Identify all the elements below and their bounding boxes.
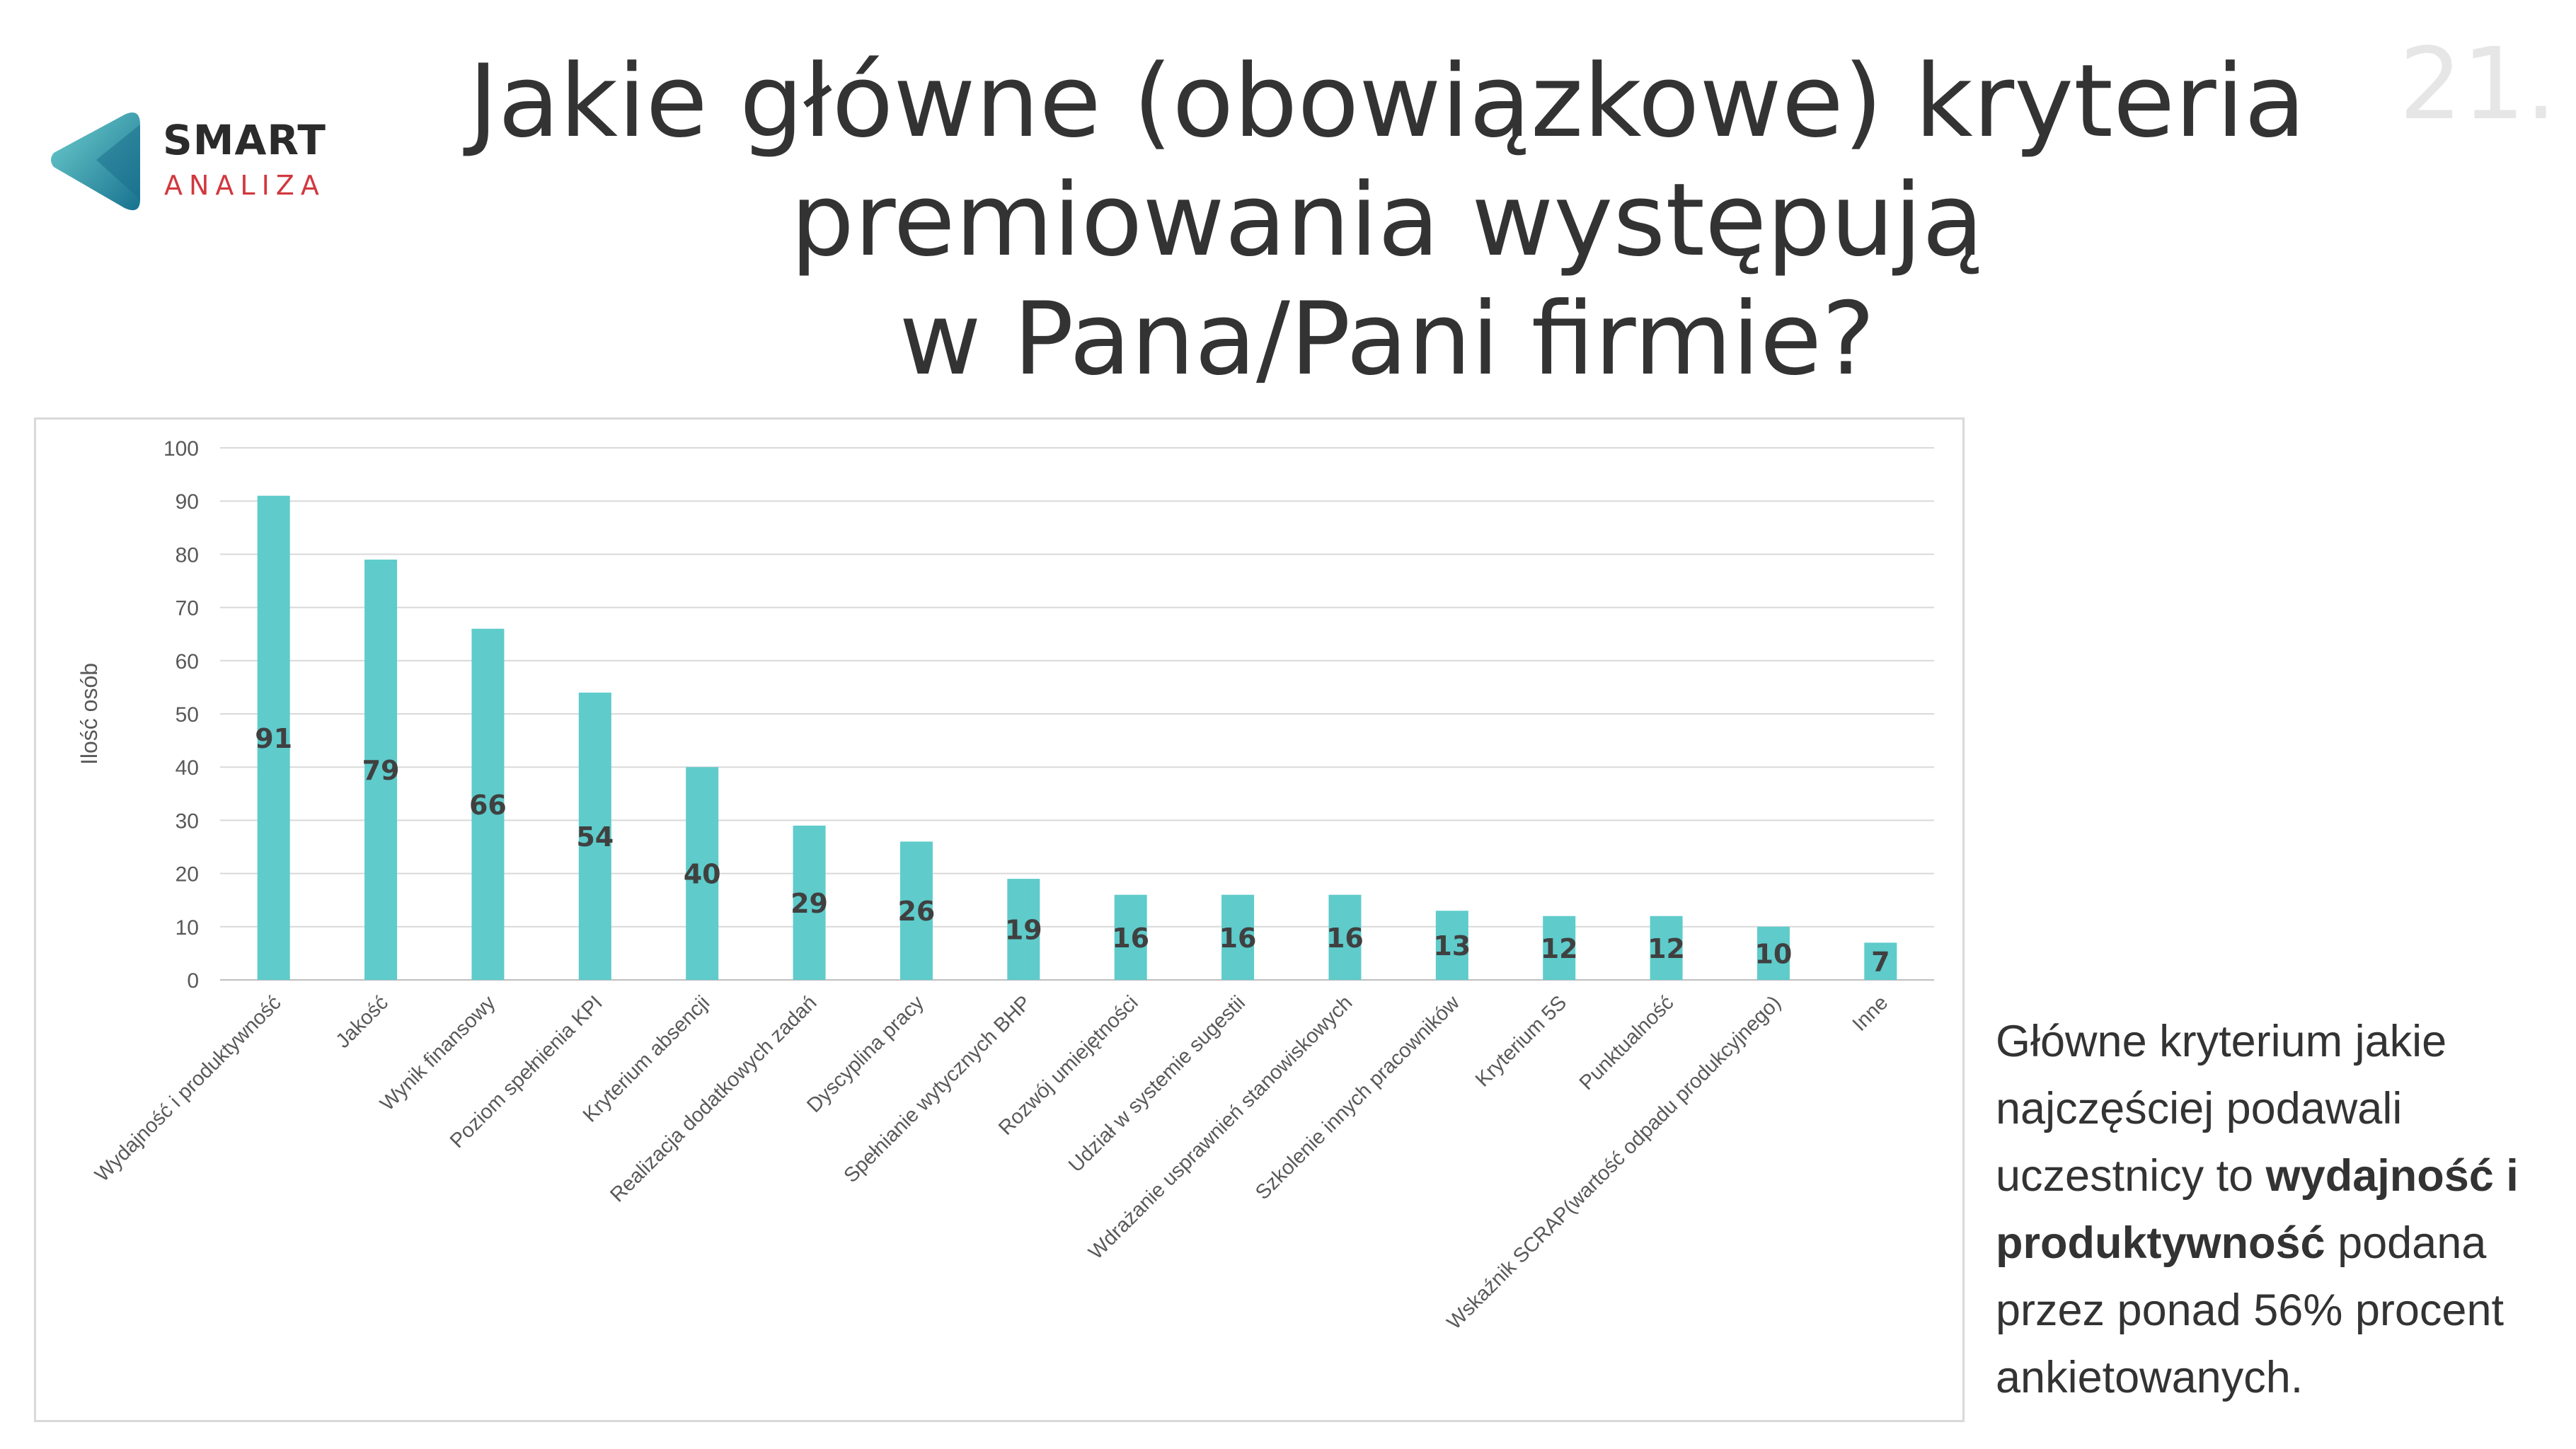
y-axis-label: Ilość osób bbox=[76, 663, 102, 765]
bar-value-label: 16 bbox=[1326, 923, 1364, 954]
logo-triangle-icon bbox=[51, 112, 140, 211]
bar-value-label: 79 bbox=[362, 755, 400, 786]
x-tick-label: Jakość bbox=[332, 991, 393, 1052]
bar bbox=[364, 559, 398, 980]
bar-value-label: 26 bbox=[897, 896, 935, 927]
x-tick-label: Dyscyplina pracy bbox=[803, 991, 928, 1117]
bar-value-label: 7 bbox=[1871, 947, 1890, 978]
bar bbox=[686, 767, 719, 980]
page-number: 21. bbox=[2399, 27, 2557, 142]
x-tick-label: Kryterium 5S bbox=[1471, 991, 1571, 1091]
bar-value-label: 16 bbox=[1219, 923, 1257, 954]
bar-value-label: 54 bbox=[576, 821, 614, 853]
y-tick-label: 60 bbox=[176, 650, 199, 674]
bar-value-label: 12 bbox=[1648, 933, 1685, 964]
bar-value-label: 12 bbox=[1541, 933, 1578, 964]
logo-text-analiza: ANALIZA bbox=[164, 170, 326, 201]
y-tick-label: 100 bbox=[163, 437, 199, 461]
bar bbox=[1650, 916, 1683, 980]
logo-text-smart: SMART bbox=[163, 116, 326, 164]
x-tick-label: Inne bbox=[1848, 991, 1893, 1036]
y-tick-label: 90 bbox=[176, 490, 199, 514]
bar bbox=[1007, 879, 1040, 980]
smart-analiza-logo: SMART ANALIZA bbox=[47, 106, 344, 212]
title-line-1: Jakie główne (obowiązkowe) kryteria bbox=[468, 43, 2306, 160]
bar bbox=[899, 841, 933, 980]
caption-text-1: Główne kryterium jakie najczęściej podaw… bbox=[1996, 1017, 2447, 1201]
bar bbox=[1543, 916, 1576, 980]
x-tick-label: Spełnianie wytycznych BHP bbox=[839, 991, 1035, 1187]
x-tick-label: Szkolenie innych pracowników bbox=[1251, 991, 1464, 1204]
bar-value-label: 91 bbox=[255, 723, 292, 754]
title-line-3: w Pana/Pani firmie? bbox=[899, 281, 1875, 398]
bar bbox=[1756, 926, 1790, 980]
y-tick-label: 70 bbox=[176, 597, 199, 620]
bar-value-label: 29 bbox=[790, 888, 828, 919]
bar bbox=[1114, 894, 1147, 980]
bar-chart: 0 10 20 30 40 50 60 70 80 90 100 Ilość osób 91 Wydajn… bbox=[34, 417, 1965, 1422]
y-tick-label: 0 bbox=[187, 969, 199, 993]
bar-chart-svg: 0 10 20 30 40 50 60 70 80 90 100 Ilość osób 91 Wydajn… bbox=[76, 437, 1934, 1334]
y-tick-label: 10 bbox=[176, 916, 199, 940]
y-tick-label: 40 bbox=[176, 756, 199, 780]
x-tick-label: Wydajność i produktywność bbox=[91, 991, 285, 1186]
bar-value-label: 66 bbox=[469, 790, 507, 821]
bar-value-label: 40 bbox=[684, 859, 721, 890]
bar-value-label: 19 bbox=[1005, 915, 1042, 946]
x-tick-label: Realizacja dodatkowych zadań bbox=[606, 991, 821, 1206]
bar bbox=[257, 495, 290, 980]
bar-value-label: 10 bbox=[1754, 938, 1792, 969]
page-title: Jakie główne (obowiązkowe) kryteria prem… bbox=[396, 42, 2378, 399]
bar bbox=[1221, 894, 1255, 980]
title-line-2: premiowania występują bbox=[790, 162, 1984, 279]
x-tick-label: Udział w systemie sugestii bbox=[1064, 991, 1250, 1177]
bar-value-label: 16 bbox=[1112, 923, 1149, 954]
x-tick-label: Wynik finansowy bbox=[376, 991, 500, 1116]
x-tick-label: Punktualność bbox=[1575, 991, 1679, 1095]
bar bbox=[471, 628, 505, 980]
summary-caption: Główne kryterium jakie najczęściej podaw… bbox=[1996, 1008, 2562, 1412]
bar bbox=[578, 692, 611, 980]
y-tick-label: 80 bbox=[176, 543, 199, 567]
bar bbox=[1435, 911, 1468, 980]
caption-text-2: podana przez ponad 56% procent ankietowa… bbox=[1996, 1218, 2504, 1402]
bar bbox=[793, 825, 826, 980]
y-tick-label: 20 bbox=[176, 863, 199, 887]
bar bbox=[1328, 894, 1362, 980]
y-tick-label: 50 bbox=[176, 703, 199, 727]
y-tick-label: 30 bbox=[176, 809, 199, 833]
bar-value-label: 13 bbox=[1433, 930, 1471, 962]
bar bbox=[1864, 942, 1897, 980]
caption-highlight: wydajność i produktywność bbox=[1996, 1151, 2519, 1268]
